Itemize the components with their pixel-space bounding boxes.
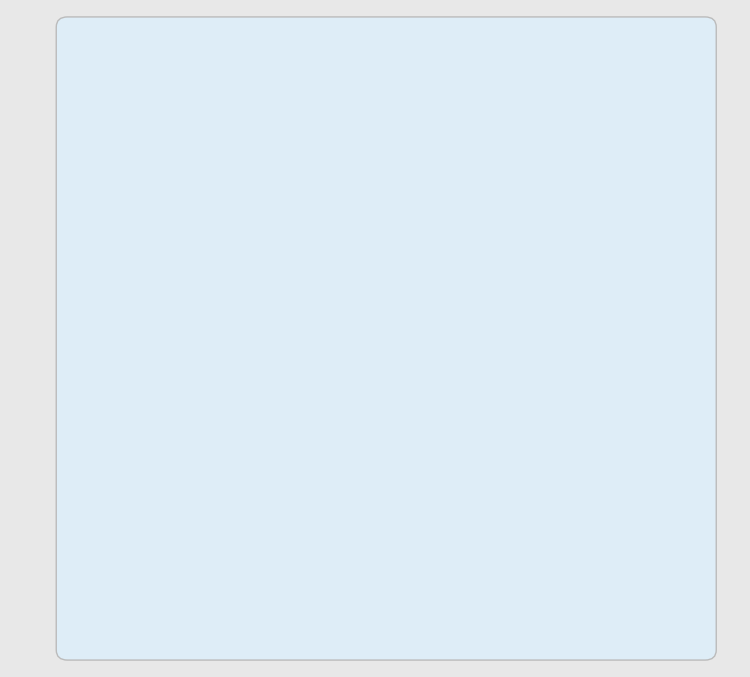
Circle shape	[91, 450, 119, 478]
Circle shape	[91, 580, 119, 608]
Text: experiment, for the inclined: experiment, for the inclined	[90, 97, 400, 117]
Text: Select one:: Select one:	[90, 337, 226, 357]
Text: a. 30.6 mmH2O.: a. 30.6 mmH2O.	[148, 389, 330, 409]
Circle shape	[91, 385, 119, 413]
Text: c. 54.2 mmH2O.: c. 54.2 mmH2O.	[148, 519, 328, 539]
Text: and P2 is equal to 67 mmH2O then: and P2 is equal to 67 mmH2O then	[90, 223, 482, 243]
Text: In the pressure measurement: In the pressure measurement	[90, 55, 420, 75]
Text: manometer the elevation angle is: manometer the elevation angle is	[90, 139, 467, 159]
Text: b. 70.2 mmH2O.: b. 70.2 mmH2O.	[148, 454, 331, 474]
Text: the Adjusted mmH2O is :: the Adjusted mmH2O is :	[90, 265, 369, 285]
Circle shape	[91, 515, 119, 543]
Text: 54°. If P1 is equal to 392 mmH2O: 54°. If P1 is equal to 392 mmH2O	[90, 181, 464, 201]
Text: d. 45.2 mmH2O.: d. 45.2 mmH2O.	[148, 584, 331, 604]
